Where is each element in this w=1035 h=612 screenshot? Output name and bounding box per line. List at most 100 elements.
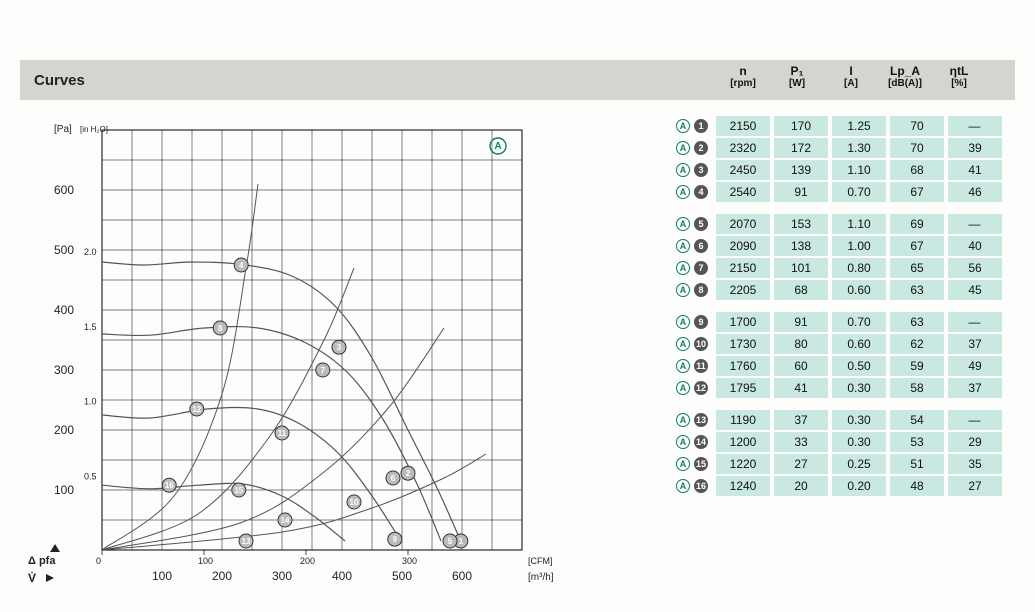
svg-text:5: 5 bbox=[448, 537, 453, 546]
column-header: n[rpm] bbox=[716, 62, 770, 92]
svg-text:100: 100 bbox=[152, 569, 172, 583]
table-row: A324501391.106841 bbox=[676, 159, 1006, 181]
svg-text:0.5: 0.5 bbox=[84, 471, 97, 481]
data-cell: 68 bbox=[774, 280, 828, 300]
variant-badge-icon: A bbox=[676, 141, 690, 155]
variant-badge-icon: A bbox=[676, 239, 690, 253]
data-cell: 63 bbox=[890, 312, 944, 332]
data-cell: 0.30 bbox=[832, 432, 886, 452]
column-headers: n[rpm]P₁[W]I[A]Lp_A[dB(A)]ηtL[%] bbox=[716, 62, 986, 92]
column-header: Lp_A[dB(A)] bbox=[878, 62, 932, 92]
data-group: A520701531.1069—A620901381.006740A721501… bbox=[676, 213, 1006, 301]
data-cell: 63 bbox=[890, 280, 944, 300]
data-cell: 27 bbox=[948, 476, 1002, 496]
data-cell: 69 bbox=[890, 214, 944, 234]
svg-text:100: 100 bbox=[198, 556, 213, 566]
data-cell: 70 bbox=[890, 138, 944, 158]
data-cell: 67 bbox=[890, 182, 944, 202]
data-table: A121501701.2570—A223201721.307039A324501… bbox=[676, 115, 1006, 507]
svg-text:12: 12 bbox=[192, 405, 201, 414]
table-row: A82205680.606345 bbox=[676, 279, 1006, 301]
svg-text:6: 6 bbox=[391, 474, 396, 483]
data-cell: 54 bbox=[890, 410, 944, 430]
table-row: A131190370.3054— bbox=[676, 409, 1006, 431]
data-cell: 0.60 bbox=[832, 280, 886, 300]
data-cell: 0.25 bbox=[832, 454, 886, 474]
data-cell: 41 bbox=[948, 160, 1002, 180]
point-number-icon: 2 bbox=[694, 141, 708, 155]
svg-text:15: 15 bbox=[234, 486, 243, 495]
svg-text:1: 1 bbox=[459, 537, 464, 546]
variant-badge-icon: A bbox=[676, 261, 690, 275]
data-cell: — bbox=[948, 410, 1002, 430]
svg-text:100: 100 bbox=[54, 483, 74, 497]
data-cell: 1190 bbox=[716, 410, 770, 430]
svg-text:16: 16 bbox=[165, 481, 174, 490]
svg-text:10: 10 bbox=[350, 498, 359, 507]
svg-text:2.0: 2.0 bbox=[84, 247, 97, 257]
svg-text:0: 0 bbox=[96, 556, 101, 566]
table-row: A91700910.7063— bbox=[676, 311, 1006, 333]
point-number-icon: 16 bbox=[694, 479, 708, 493]
data-cell: 1.10 bbox=[832, 214, 886, 234]
data-cell: — bbox=[948, 214, 1002, 234]
point-number-icon: 11 bbox=[694, 359, 708, 373]
table-row: A42540910.706746 bbox=[676, 181, 1006, 203]
data-cell: 37 bbox=[948, 378, 1002, 398]
data-cell: 2320 bbox=[716, 138, 770, 158]
svg-text:[m³/h]: [m³/h] bbox=[528, 572, 554, 583]
data-cell: 0.50 bbox=[832, 356, 886, 376]
data-cell: 33 bbox=[774, 432, 828, 452]
data-cell: 29 bbox=[948, 432, 1002, 452]
data-cell: 0.20 bbox=[832, 476, 886, 496]
table-row: A721501010.806556 bbox=[676, 257, 1006, 279]
variant-badge-icon: A bbox=[676, 413, 690, 427]
data-cell: 40 bbox=[948, 236, 1002, 256]
variant-badge-icon: A bbox=[676, 283, 690, 297]
data-cell: 0.70 bbox=[832, 182, 886, 202]
svg-text:[CFM]: [CFM] bbox=[528, 556, 553, 566]
data-cell: 46 bbox=[948, 182, 1002, 202]
data-cell: 1240 bbox=[716, 476, 770, 496]
fan-curve-chart: 100200300400500600[Pa]0.51.01.52.0[in H₂… bbox=[20, 120, 580, 590]
point-number-icon: 4 bbox=[694, 185, 708, 199]
data-cell: 170 bbox=[774, 116, 828, 136]
header-title: Curves bbox=[34, 72, 85, 89]
data-cell: 51 bbox=[890, 454, 944, 474]
point-number-icon: 5 bbox=[694, 217, 708, 231]
data-cell: 138 bbox=[774, 236, 828, 256]
data-cell: 2450 bbox=[716, 160, 770, 180]
variant-badge-icon: A bbox=[676, 381, 690, 395]
data-cell: 101 bbox=[774, 258, 828, 278]
variant-badge-icon: A bbox=[676, 337, 690, 351]
variant-badge-icon: A bbox=[676, 479, 690, 493]
variant-badge-icon: A bbox=[676, 163, 690, 177]
data-cell: 65 bbox=[890, 258, 944, 278]
data-cell: 139 bbox=[774, 160, 828, 180]
variant-badge-icon: A bbox=[676, 315, 690, 329]
data-cell: 1200 bbox=[716, 432, 770, 452]
data-cell: 1.00 bbox=[832, 236, 886, 256]
table-row: A101730800.606237 bbox=[676, 333, 1006, 355]
data-cell: 37 bbox=[774, 410, 828, 430]
data-cell: 1760 bbox=[716, 356, 770, 376]
data-cell: 62 bbox=[890, 334, 944, 354]
point-number-icon: 6 bbox=[694, 239, 708, 253]
variant-badge-icon: A bbox=[676, 119, 690, 133]
svg-text:14: 14 bbox=[281, 516, 290, 525]
table-row: A141200330.305329 bbox=[676, 431, 1006, 453]
data-cell: 2150 bbox=[716, 258, 770, 278]
column-header: I[A] bbox=[824, 62, 878, 92]
variant-badge-icon: A bbox=[676, 435, 690, 449]
table-row: A520701531.1069— bbox=[676, 213, 1006, 235]
point-number-icon: 10 bbox=[694, 337, 708, 351]
data-cell: 59 bbox=[890, 356, 944, 376]
column-header: ηtL[%] bbox=[932, 62, 986, 92]
data-cell: 2070 bbox=[716, 214, 770, 234]
svg-text:600: 600 bbox=[54, 183, 74, 197]
data-cell: 35 bbox=[948, 454, 1002, 474]
data-cell: 0.70 bbox=[832, 312, 886, 332]
svg-text:13: 13 bbox=[242, 537, 251, 546]
data-cell: 41 bbox=[774, 378, 828, 398]
data-cell: 153 bbox=[774, 214, 828, 234]
